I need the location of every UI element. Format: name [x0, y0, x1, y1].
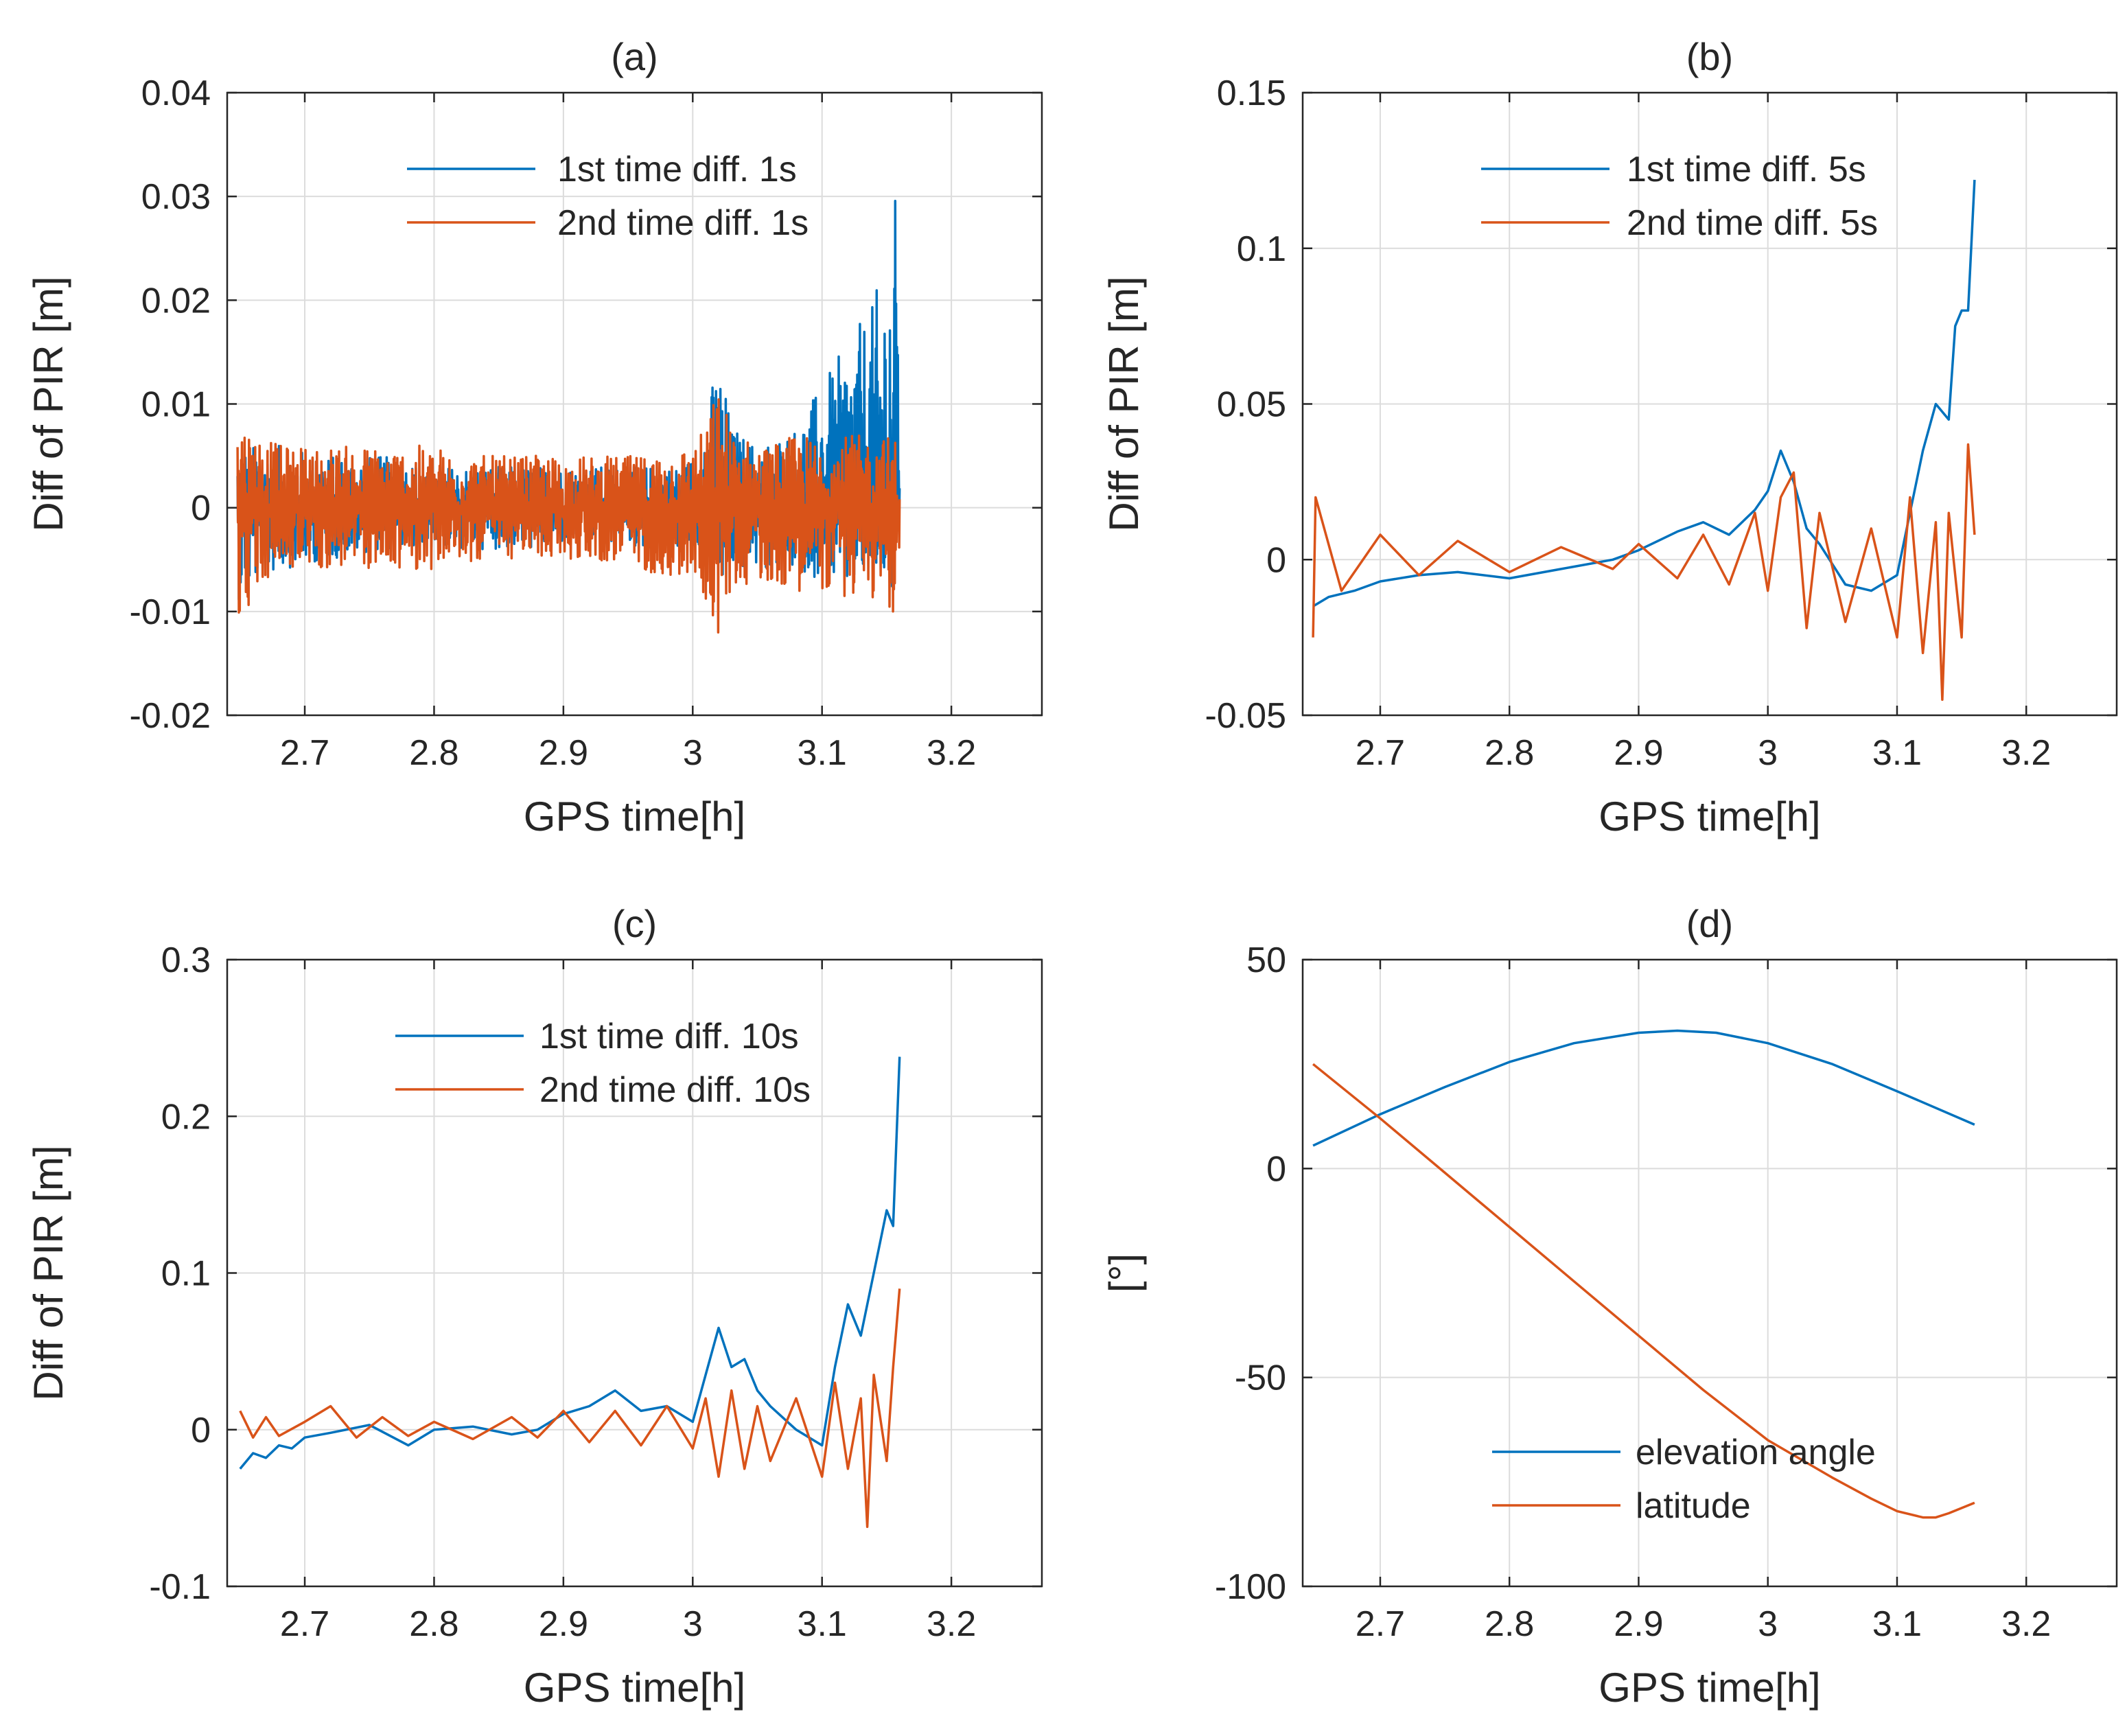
y-tick-label: 0.15 — [1217, 73, 1286, 113]
legend-label: 2nd time diff. 1s — [557, 203, 809, 243]
y-axis-label: [°] — [1101, 1253, 1147, 1293]
y-tick-label: -0.1 — [149, 1567, 211, 1607]
x-tick-label: 3 — [1758, 733, 1778, 773]
series-line-1 — [239, 1056, 901, 1470]
x-tick-label: 2.8 — [409, 1604, 458, 1644]
legend-label: 2nd time diff. 5s — [1627, 203, 1878, 243]
legend: elevation angle latitude — [1492, 1433, 1876, 1526]
x-tick-label: 3.1 — [1872, 733, 1922, 773]
x-tick-label: 3.1 — [798, 1604, 847, 1644]
x-axis-label: GPS time[h] — [524, 1665, 745, 1711]
x-tick-label: 2.7 — [280, 1604, 329, 1644]
x-tick-label: 2.8 — [1485, 1604, 1534, 1644]
y-axis-label: Diff of PIR [m] — [1101, 276, 1147, 531]
series-line-1 — [1312, 179, 1976, 607]
series-line-2 — [1312, 1063, 1975, 1519]
y-tick-label: -50 — [1235, 1358, 1286, 1398]
legend: 1st time diff. 1s 2nd time diff. 1s — [407, 150, 809, 243]
y-tick-label: 50 — [1246, 940, 1286, 980]
x-tick-label: 3.2 — [2001, 733, 2051, 773]
y-tick-label: 0.05 — [1217, 385, 1286, 425]
y-tick-label: 0.03 — [141, 177, 211, 217]
y-tick-label: 0 — [191, 1411, 211, 1450]
x-tick-label: 2.7 — [280, 733, 329, 773]
x-tick-label: 3.2 — [2001, 1604, 2051, 1644]
panel-title: (b) — [1686, 35, 1733, 78]
legend-label: elevation angle — [1636, 1433, 1876, 1472]
panel-b: 2.7 2.8 2.9 3 3.1 3.2 -0.05 0 0.05 0.1 0.15 (b) GPS … — [1101, 35, 2118, 840]
y-tick-label: -0.02 — [129, 696, 211, 736]
panel-title: (a) — [611, 35, 658, 78]
y-tick-label: 0 — [1266, 540, 1286, 580]
y-tick-label: -0.01 — [129, 592, 211, 632]
x-tick-label: 3 — [683, 733, 703, 773]
panel-title: (c) — [612, 902, 657, 945]
x-axis-label: GPS time[h] — [1599, 1665, 1820, 1711]
y-axis-label: Diff of PIR [m] — [25, 276, 71, 531]
x-tick-label: 3 — [683, 1604, 703, 1644]
y-tick-label: 0.3 — [161, 940, 211, 980]
x-tick-label: 3.1 — [798, 733, 847, 773]
x-tick-label: 2.9 — [1614, 733, 1663, 773]
legend: 1st time diff. 5s 2nd time diff. 5s — [1481, 150, 1878, 243]
legend-label: 1st time diff. 1s — [557, 150, 797, 189]
x-axis-label: GPS time[h] — [524, 794, 745, 840]
legend-label: 1st time diff. 10s — [539, 1017, 799, 1056]
axes-box — [1301, 958, 2118, 1588]
y-tick-label: 0.01 — [141, 385, 211, 425]
legend-label: latitude — [1636, 1486, 1751, 1526]
y-tick-label: 0.02 — [141, 281, 211, 321]
panel-a: 2.7 2.8 2.9 3 3.1 3.2 -0.02 -0.01 0 0.01 0.02 0.03 0… — [25, 35, 1043, 840]
series-line-2 — [236, 398, 901, 634]
x-tick-label: 3.1 — [1872, 1604, 1922, 1644]
y-tick-label: 0 — [191, 489, 211, 529]
x-tick-label: 2.9 — [539, 1604, 588, 1644]
y-tick-label: -100 — [1215, 1567, 1286, 1607]
panel-title: (d) — [1686, 902, 1733, 945]
y-tick-label: 0.04 — [141, 73, 211, 113]
series-line-1 — [1312, 1029, 1975, 1147]
x-tick-label: 3.2 — [927, 1604, 976, 1644]
y-tick-label: 0 — [1266, 1149, 1286, 1189]
y-tick-label: 0.2 — [161, 1097, 211, 1137]
y-axis-label: Diff of PIR [m] — [25, 1145, 71, 1400]
y-tick-label: 0.1 — [161, 1254, 211, 1294]
x-tick-label: 2.8 — [1485, 733, 1534, 773]
x-tick-label: 3 — [1758, 1604, 1778, 1644]
panel-c: 2.7 2.8 2.9 3 3.1 3.2 -0.1 0 0.1 0.2 0.3 (c) GPS tim… — [25, 902, 1043, 1711]
legend-label: 1st time diff. 5s — [1627, 150, 1866, 189]
panel-d: 2.7 2.8 2.9 3 3.1 3.2 -100 -50 0 50 (d) GPS time[h]… — [1101, 902, 2118, 1711]
y-tick-label: 0.1 — [1237, 229, 1286, 269]
y-tick-label: -0.05 — [1205, 696, 1286, 736]
series-line-2 — [1312, 443, 1976, 702]
x-tick-label: 2.7 — [1356, 733, 1405, 773]
legend-label: 2nd time diff. 10s — [539, 1070, 811, 1110]
x-axis-label: GPS time[h] — [1599, 794, 1820, 840]
x-tick-label: 2.9 — [539, 733, 588, 773]
x-tick-label: 2.7 — [1356, 1604, 1405, 1644]
legend: 1st time diff. 10s 2nd time diff. 10s — [395, 1017, 811, 1110]
x-tick-label: 2.9 — [1614, 1604, 1663, 1644]
x-tick-label: 3.2 — [927, 733, 976, 773]
series-line-2 — [239, 1288, 901, 1529]
x-tick-label: 2.8 — [409, 733, 458, 773]
